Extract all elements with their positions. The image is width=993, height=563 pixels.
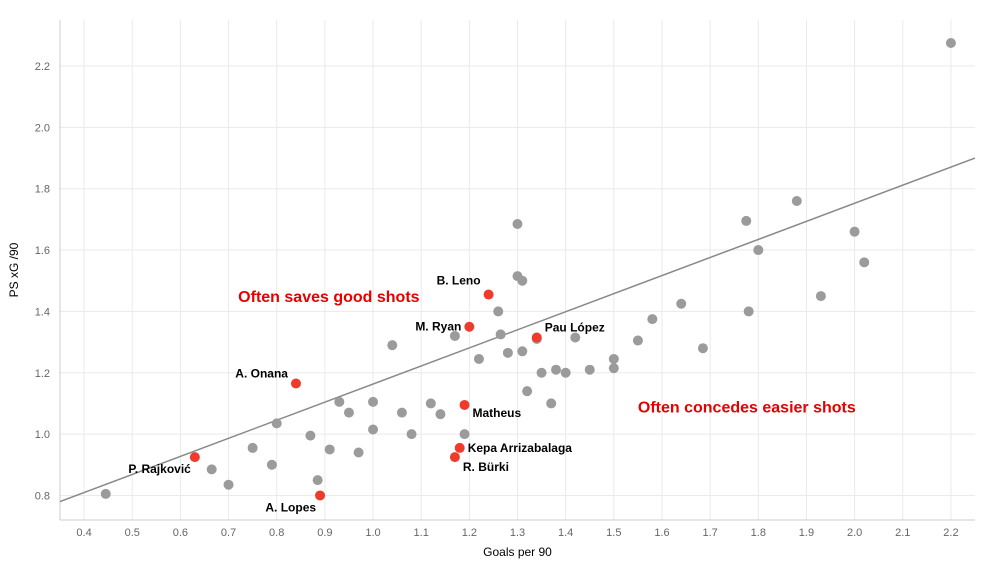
highlight-point — [450, 452, 460, 462]
x-tick-label: 2.1 — [895, 527, 910, 539]
data-point — [207, 464, 217, 474]
data-point — [272, 418, 282, 428]
data-point — [561, 368, 571, 378]
data-point — [435, 409, 445, 419]
data-point — [859, 257, 869, 267]
x-tick-label: 0.4 — [76, 527, 91, 539]
data-point — [344, 408, 354, 418]
x-tick-label: 1.2 — [462, 527, 477, 539]
data-point — [460, 429, 470, 439]
x-tick-label: 0.8 — [269, 527, 284, 539]
data-point — [305, 431, 315, 441]
x-tick-label: 1.0 — [365, 527, 380, 539]
data-point — [517, 346, 527, 356]
data-point — [503, 348, 513, 358]
y-tick-label: 1.6 — [35, 245, 50, 257]
data-point — [426, 398, 436, 408]
highlight-point — [532, 332, 542, 342]
x-tick-label: 1.1 — [414, 527, 429, 539]
x-tick-label: 1.6 — [654, 527, 669, 539]
data-point — [496, 329, 506, 339]
data-point — [946, 38, 956, 48]
data-point — [387, 340, 397, 350]
data-point — [101, 489, 111, 499]
data-point — [224, 480, 234, 490]
data-point — [334, 397, 344, 407]
data-point — [698, 343, 708, 353]
data-point — [313, 475, 323, 485]
x-tick-label: 1.3 — [510, 527, 525, 539]
data-point — [397, 408, 407, 418]
data-point — [744, 306, 754, 316]
data-point — [585, 365, 595, 375]
data-point — [816, 291, 826, 301]
data-point — [522, 386, 532, 396]
data-point — [537, 368, 547, 378]
x-tick-label: 1.4 — [558, 527, 573, 539]
x-tick-label: 0.7 — [221, 527, 236, 539]
highlight-point — [315, 490, 325, 500]
data-point — [493, 306, 503, 316]
data-point — [407, 429, 417, 439]
highlight-point — [464, 322, 474, 332]
highlight-point — [484, 290, 494, 300]
annotation-text: Often saves good shots — [238, 289, 419, 306]
y-tick-label: 0.8 — [35, 490, 50, 502]
x-tick-label: 0.5 — [125, 527, 140, 539]
data-point — [753, 245, 763, 255]
x-tick-label: 1.7 — [702, 527, 717, 539]
y-axis-label: PS xG /90 — [7, 242, 21, 297]
data-point — [546, 398, 556, 408]
point-label: R. Bürki — [463, 460, 509, 474]
data-point — [647, 314, 657, 324]
x-tick-label: 2.0 — [847, 527, 862, 539]
point-label: Kepa Arrizabalaga — [468, 441, 573, 455]
x-tick-label: 0.6 — [173, 527, 188, 539]
point-label: Pau López — [545, 320, 605, 334]
data-point — [676, 299, 686, 309]
x-tick-label: 2.2 — [943, 527, 958, 539]
highlight-point — [190, 452, 200, 462]
point-label: P. Rajković — [128, 462, 191, 476]
data-point — [354, 448, 364, 458]
data-point — [513, 219, 523, 229]
x-tick-label: 0.9 — [317, 527, 332, 539]
data-point — [474, 354, 484, 364]
y-tick-label: 2.0 — [35, 122, 50, 134]
point-label: M. Ryan — [415, 320, 461, 334]
highlight-point — [460, 400, 470, 410]
data-point — [633, 336, 643, 346]
chart-svg: 0.4 0.5 0.6 0.7 0.8 0.9 1.0 1.1 1.2 1.3 1.4 1.5 1.6 1… — [0, 0, 993, 563]
point-label: A. Lopes — [265, 500, 316, 514]
data-point — [267, 460, 277, 470]
data-point — [248, 443, 258, 453]
highlight-point — [455, 443, 465, 453]
y-tick-label: 1.0 — [35, 429, 50, 441]
y-tick-label: 1.2 — [35, 368, 50, 380]
point-label: A. Onana — [235, 366, 288, 380]
data-point — [368, 425, 378, 435]
data-point — [741, 216, 751, 226]
data-point — [850, 227, 860, 237]
scatter-chart: 0.4 0.5 0.6 0.7 0.8 0.9 1.0 1.1 1.2 1.3 1.4 1.5 1.6 1… — [0, 0, 993, 563]
y-tick-label: 1.4 — [35, 306, 50, 318]
data-point — [517, 276, 527, 286]
data-point — [368, 397, 378, 407]
highlight-point — [291, 378, 301, 388]
data-point — [609, 354, 619, 364]
y-tick-label: 2.2 — [35, 61, 50, 73]
annotation-text: Often concedes easier shots — [638, 400, 856, 417]
y-tick-label: 1.8 — [35, 184, 50, 196]
point-label: B. Leno — [437, 274, 481, 288]
x-tick-label: 1.5 — [606, 527, 621, 539]
data-point — [551, 365, 561, 375]
x-tick-label: 1.8 — [751, 527, 766, 539]
data-point — [325, 444, 335, 454]
x-tick-label: 1.9 — [799, 527, 814, 539]
x-axis-label: Goals per 90 — [483, 545, 552, 559]
data-point — [609, 363, 619, 373]
point-label: Matheus — [473, 406, 522, 420]
data-point — [792, 196, 802, 206]
